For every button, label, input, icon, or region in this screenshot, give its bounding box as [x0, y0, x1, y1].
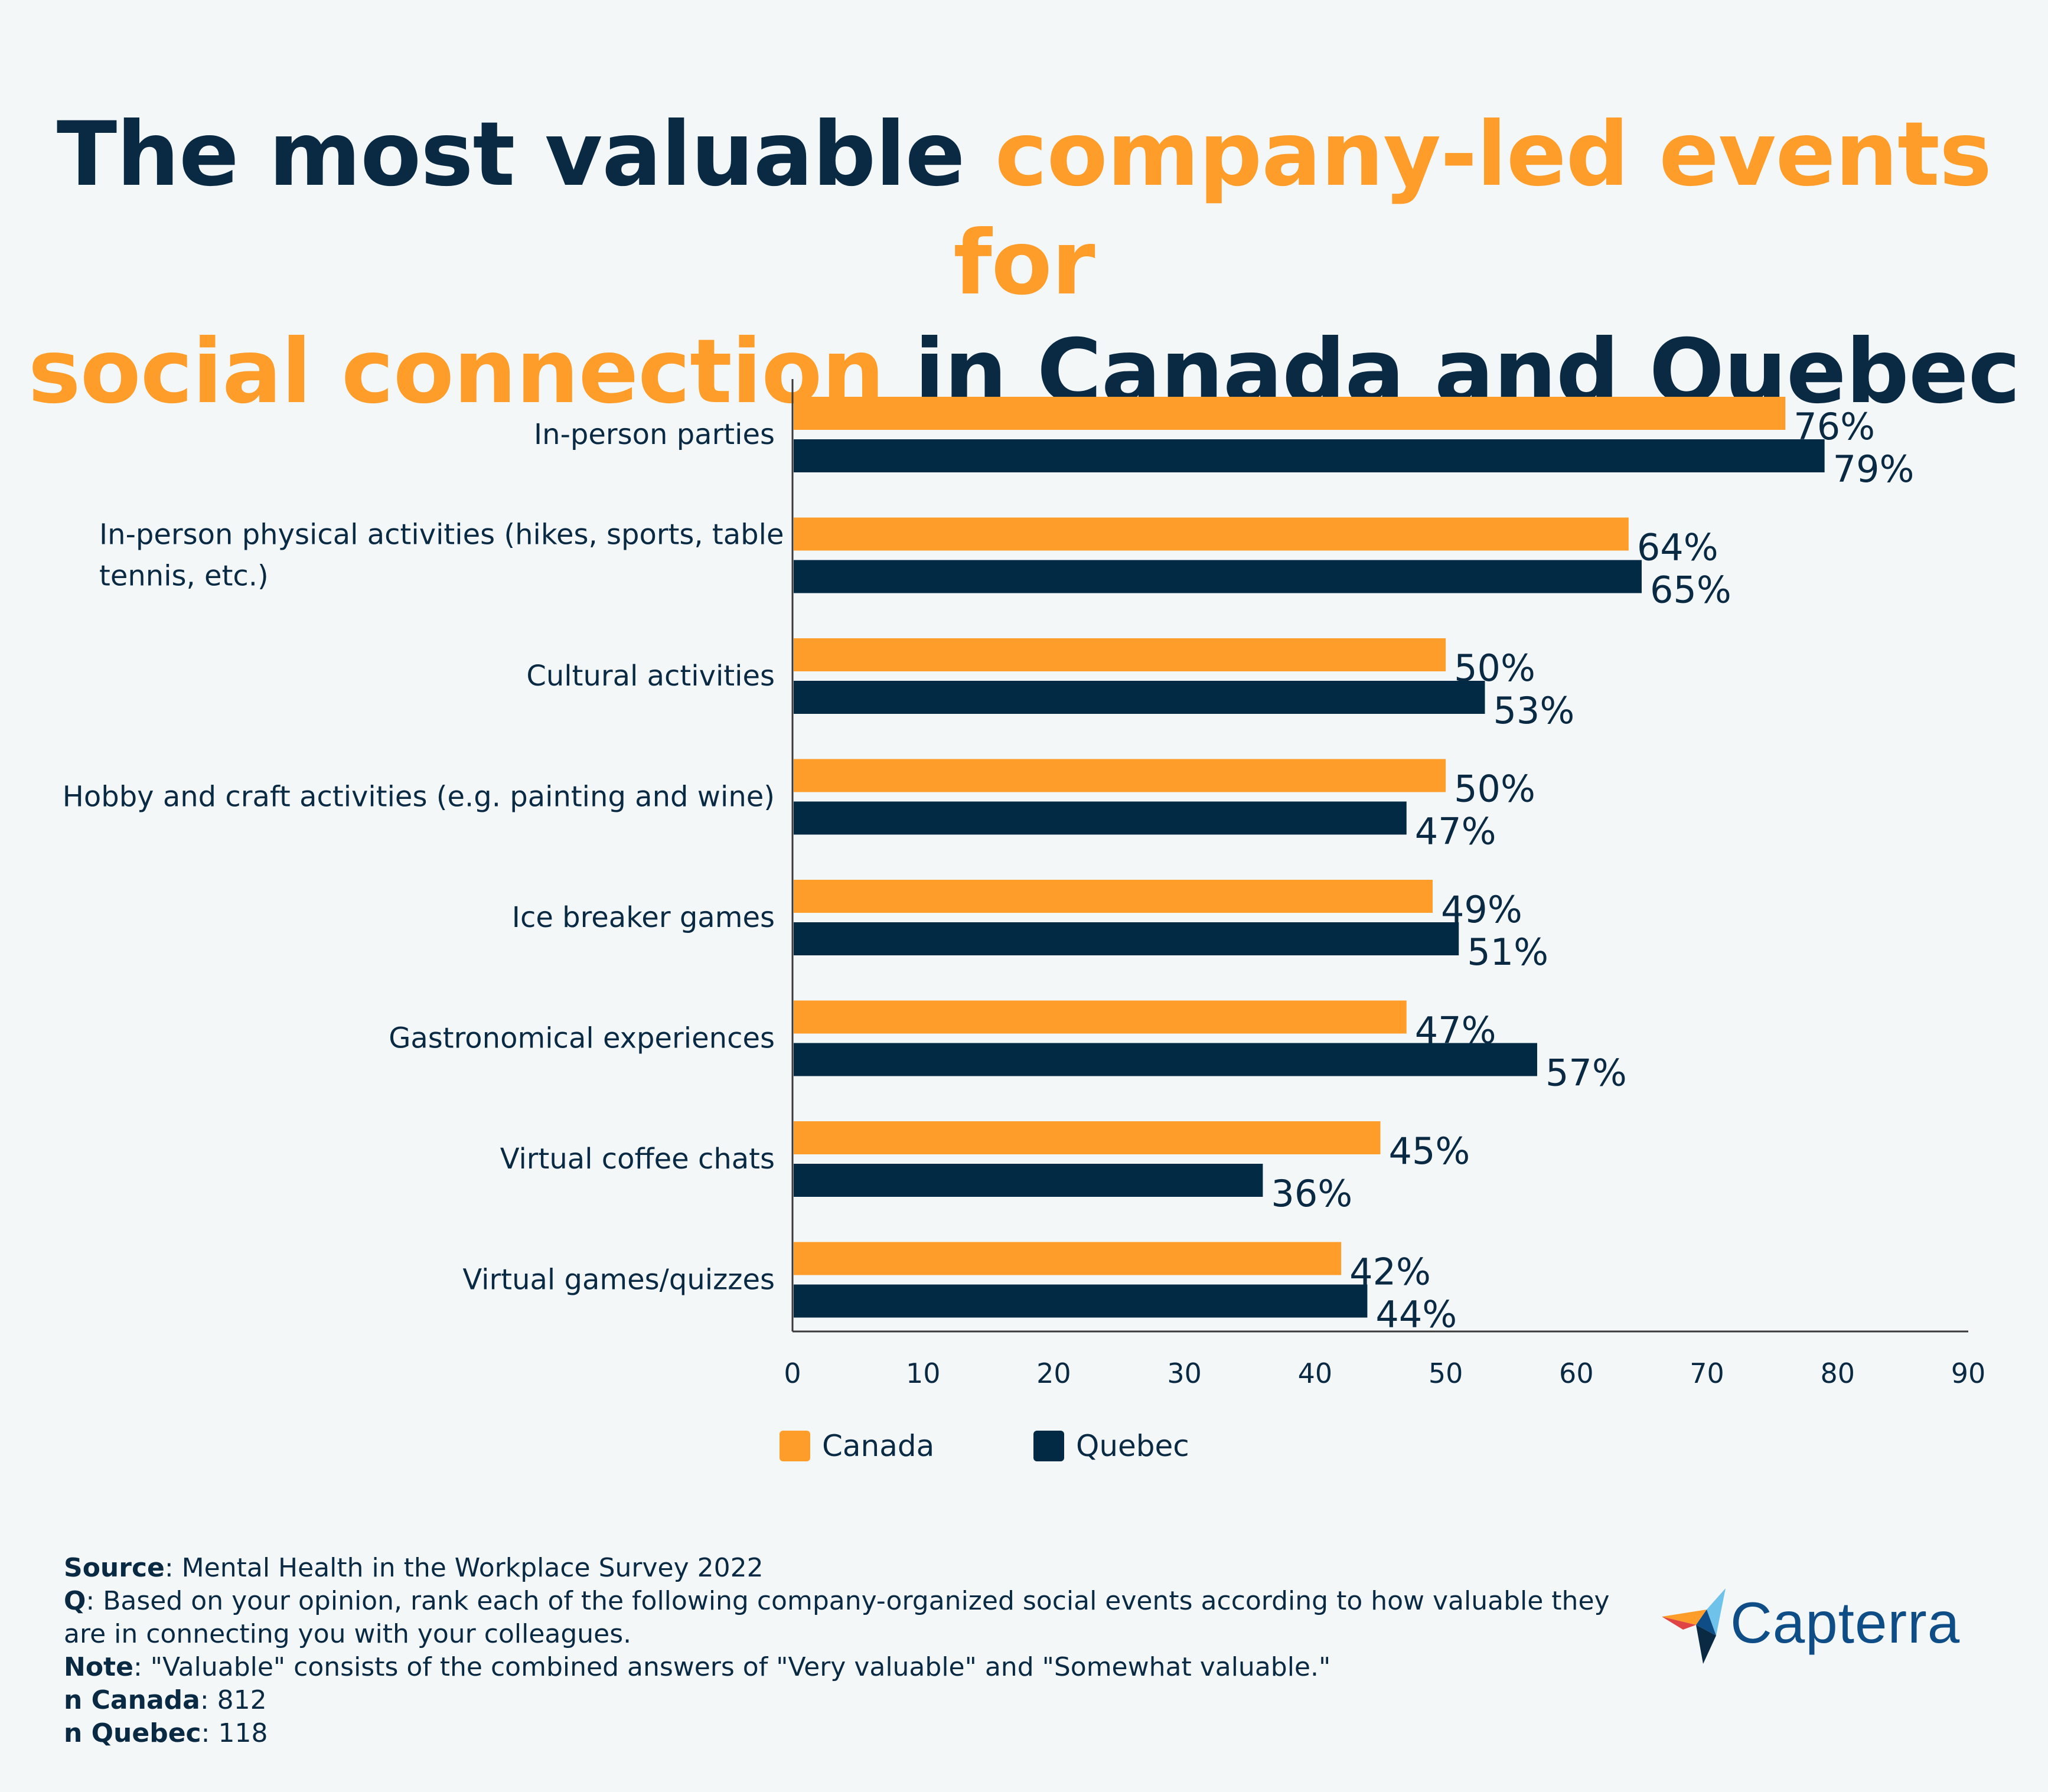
- bar-canada: [794, 1242, 1342, 1275]
- category-label: Ice breaker games: [512, 901, 775, 934]
- footer-n-canada: n Canada: 812: [64, 1684, 1611, 1717]
- data-label-quebec: 51%: [1467, 931, 1548, 974]
- footer-source: Source: Mental Health in the Workplace S…: [64, 1552, 1611, 1585]
- x-tick-label: 50: [1429, 1357, 1463, 1389]
- source-key: Source: [64, 1553, 165, 1583]
- legend-item-canada: Canada: [780, 1429, 934, 1463]
- data-label-quebec: 79%: [1833, 448, 1915, 491]
- capterra-logo-text: Capterra: [1730, 1590, 1961, 1655]
- footer-n-quebec: n Quebec: 118: [64, 1717, 1611, 1750]
- data-label-quebec: 53%: [1493, 689, 1574, 732]
- question-value: : Based on your opinion, rank each of th…: [64, 1586, 1610, 1649]
- question-key: Q: [64, 1586, 86, 1616]
- footer-notes: Source: Mental Health in the Workplace S…: [64, 1552, 1611, 1750]
- category-label: Virtual games/quizzes: [462, 1264, 775, 1297]
- title-highlight-2: social connection: [28, 321, 885, 423]
- bar-canada: [794, 880, 1433, 913]
- title-part-1: The most valuable: [56, 103, 995, 206]
- bar-canada: [794, 638, 1446, 671]
- bar-quebec: [794, 1043, 1537, 1076]
- data-label-canada: 50%: [1454, 768, 1535, 811]
- category-label: Hobby and craft activities (e.g. paintin…: [63, 781, 775, 814]
- data-label-canada: 64%: [1637, 526, 1718, 569]
- bar-canada: [794, 759, 1446, 792]
- data-label-quebec: 36%: [1271, 1172, 1352, 1215]
- legend-label-quebec: Quebec: [1076, 1429, 1189, 1463]
- footer-note: Note: "Valuable" consists of the combine…: [64, 1651, 1611, 1684]
- n-quebec-value: : 118: [201, 1718, 268, 1748]
- note-key: Note: [64, 1652, 133, 1682]
- n-canada-key: n Canada: [64, 1685, 200, 1715]
- title-highlight-1: company-led events for: [953, 103, 1992, 315]
- note-value: : "Valuable" consists of the combined an…: [133, 1652, 1331, 1682]
- category-label: Cultural activities: [526, 660, 775, 693]
- x-tick-label: 90: [1951, 1357, 1986, 1389]
- category-label: Virtual coffee chats: [500, 1143, 775, 1176]
- data-label-quebec: 44%: [1375, 1293, 1457, 1336]
- data-label-quebec: 47%: [1415, 810, 1496, 853]
- x-tick-label: 80: [1821, 1357, 1855, 1389]
- n-canada-value: : 812: [200, 1685, 267, 1715]
- category-label: In-person parties: [534, 418, 775, 451]
- bar-quebec: [794, 681, 1485, 714]
- x-tick-label: 20: [1036, 1357, 1071, 1389]
- legend-label-canada: Canada: [822, 1429, 935, 1463]
- footer-question: Q: Based on your opinion, rank each of t…: [64, 1585, 1611, 1651]
- source-value: : Mental Health in the Workplace Survey …: [164, 1553, 764, 1583]
- x-tick-label: 60: [1559, 1357, 1594, 1389]
- bar-quebec: [794, 1164, 1263, 1197]
- bar-canada: [794, 1000, 1407, 1034]
- bar-canada: [794, 517, 1629, 551]
- data-label-quebec: 57%: [1545, 1052, 1627, 1095]
- category-label: In-person physical activities (hikes, sp…: [99, 518, 784, 551]
- bar-quebec: [794, 1284, 1368, 1318]
- title-line-1: The most valuable company-led events for: [0, 100, 2048, 318]
- category-label: Gastronomical experiences: [389, 1022, 775, 1055]
- legend-item-quebec: Quebec: [1033, 1429, 1189, 1463]
- capterra-logo: Capterra: [1659, 1588, 1990, 1671]
- bar-quebec: [794, 560, 1642, 593]
- data-label-quebec: 65%: [1650, 569, 1731, 612]
- bar-canada: [794, 1121, 1381, 1154]
- bar-quebec: [794, 439, 1825, 472]
- legend-swatch-quebec: [1033, 1431, 1064, 1461]
- legend-swatch-canada: [780, 1431, 810, 1461]
- x-tick-label: 10: [906, 1357, 941, 1389]
- x-tick-label: 70: [1690, 1357, 1724, 1389]
- data-label-canada: 45%: [1389, 1130, 1470, 1173]
- x-tick-label: 0: [784, 1357, 801, 1389]
- bar-quebec: [794, 922, 1459, 955]
- category-label: tennis, etc.): [99, 560, 269, 593]
- x-tick-label: 40: [1298, 1357, 1333, 1389]
- n-quebec-key: n Quebec: [64, 1718, 201, 1748]
- x-tick-label: 30: [1167, 1357, 1202, 1389]
- bar-quebec: [794, 801, 1407, 835]
- bar-canada: [794, 397, 1786, 430]
- capterra-logo-icon: [1662, 1588, 1726, 1664]
